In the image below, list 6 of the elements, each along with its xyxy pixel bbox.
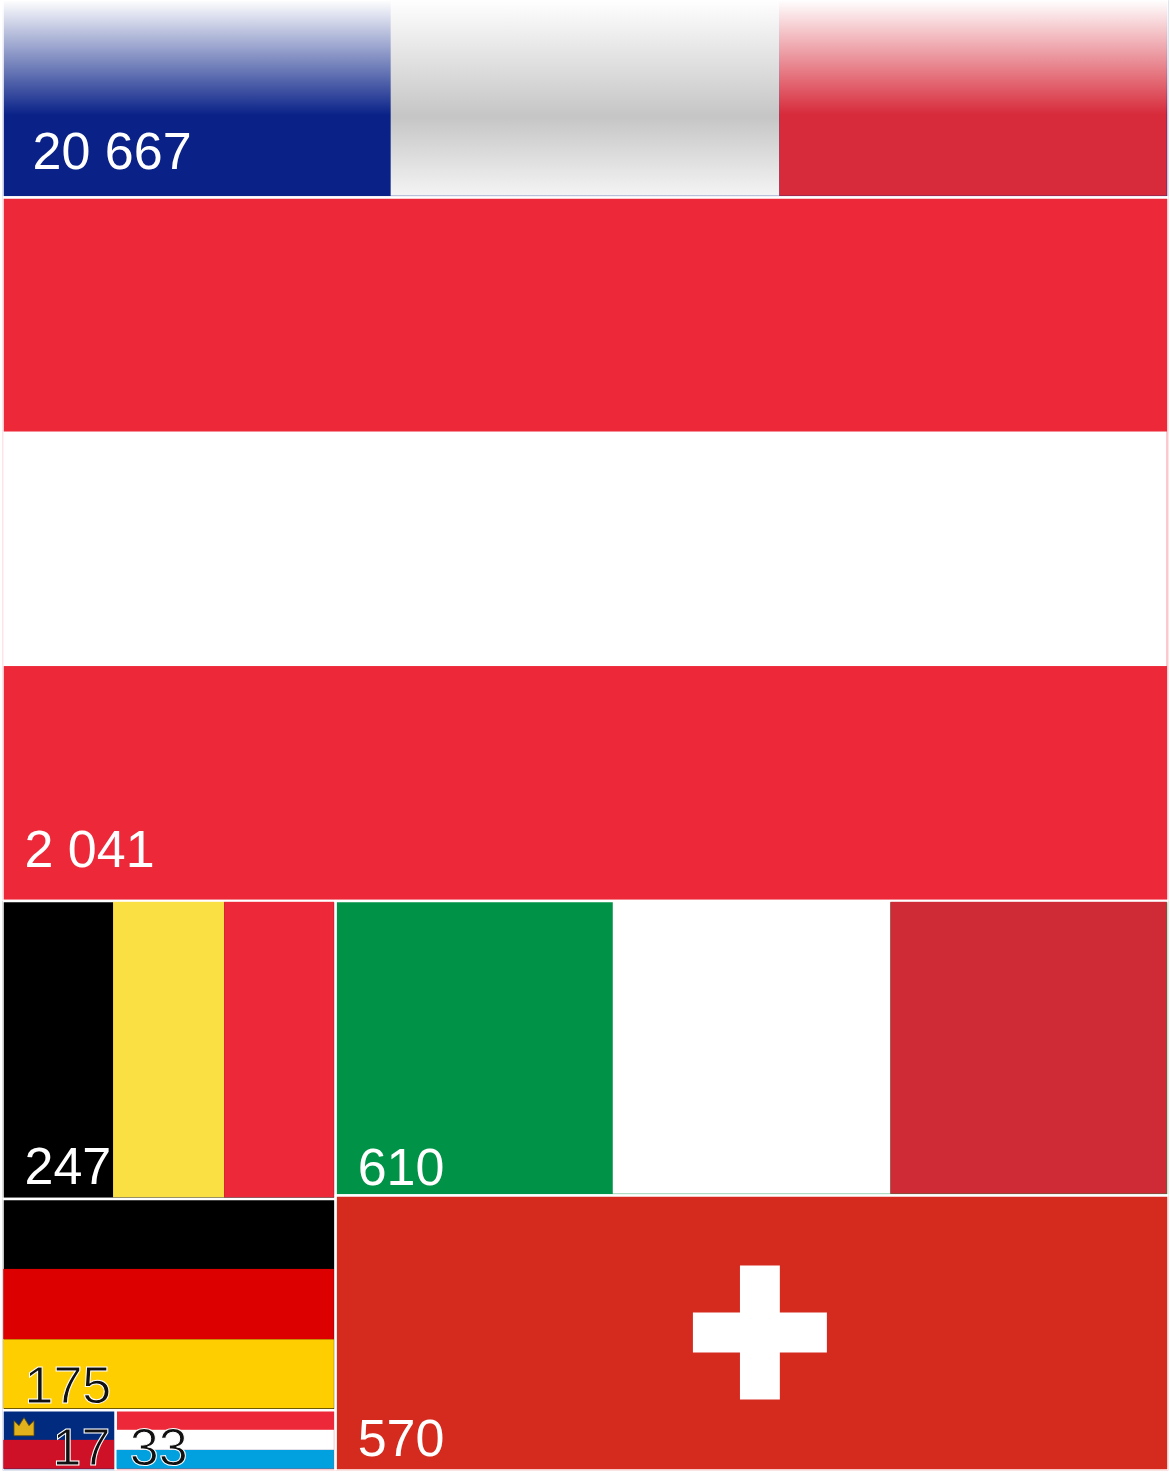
data-label: 2 041 [24,820,155,879]
data-label: 247 [24,1137,112,1196]
data-label: 570 [357,1408,445,1467]
data-label: 20 667 [32,121,192,180]
data-label: 610 [357,1138,445,1197]
data-label: 175 [24,1356,112,1415]
